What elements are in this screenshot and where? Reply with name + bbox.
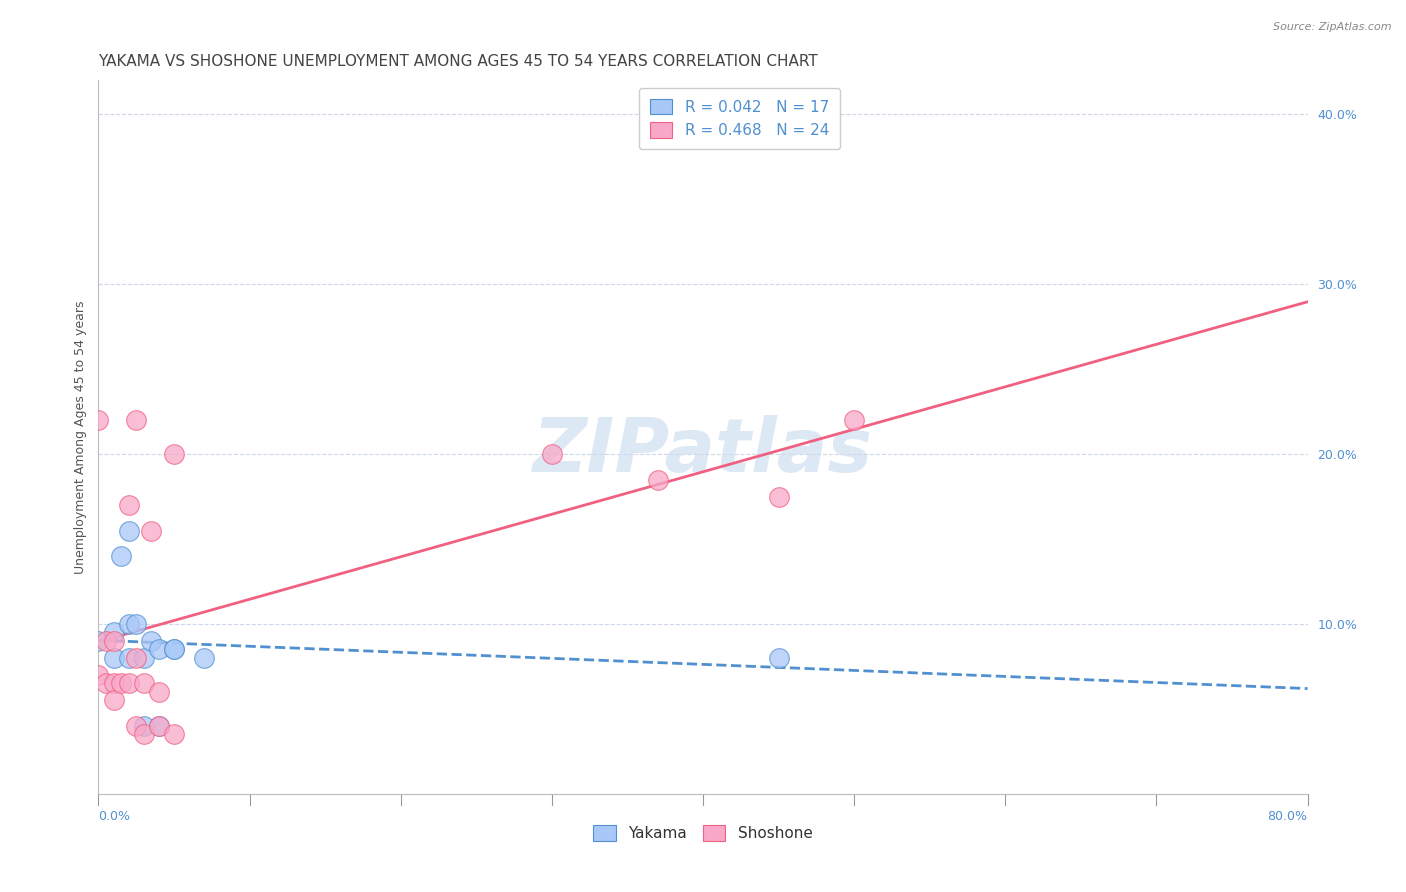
Point: [141, 524, 163, 538]
Point: [87, 668, 110, 682]
Point: [132, 727, 155, 741]
Point: [118, 524, 141, 538]
Point: [125, 719, 148, 733]
Point: [118, 617, 141, 632]
Point: [163, 727, 186, 741]
Y-axis label: Unemployment Among Ages 45 to 54 years: Unemployment Among Ages 45 to 54 years: [75, 301, 87, 574]
Text: 80.0%: 80.0%: [1268, 810, 1308, 822]
Point: [148, 685, 170, 699]
Point: [132, 719, 155, 733]
Point: [87, 634, 110, 648]
Point: [768, 651, 790, 665]
Point: [768, 490, 790, 504]
Point: [87, 413, 110, 427]
Legend: Yakama, Shoshone: Yakama, Shoshone: [585, 816, 821, 850]
Point: [94, 676, 117, 690]
Point: [163, 642, 186, 657]
Point: [132, 651, 155, 665]
Text: ZIPatlas: ZIPatlas: [533, 415, 873, 488]
Point: [94, 634, 117, 648]
Point: [118, 498, 141, 512]
Point: [141, 634, 163, 648]
Point: [540, 447, 562, 461]
Point: [132, 676, 155, 690]
Point: [647, 473, 669, 487]
Point: [110, 549, 132, 563]
Point: [844, 413, 866, 427]
Point: [125, 617, 148, 632]
Point: [103, 693, 125, 707]
Point: [110, 676, 132, 690]
Point: [163, 642, 186, 657]
Point: [118, 676, 141, 690]
Point: [125, 413, 148, 427]
Point: [103, 634, 125, 648]
Point: [148, 719, 170, 733]
Point: [103, 651, 125, 665]
Point: [118, 651, 141, 665]
Text: YAKAMA VS SHOSHONE UNEMPLOYMENT AMONG AGES 45 TO 54 YEARS CORRELATION CHART: YAKAMA VS SHOSHONE UNEMPLOYMENT AMONG AG…: [98, 54, 818, 70]
Point: [125, 651, 148, 665]
Point: [148, 642, 170, 657]
Text: Source: ZipAtlas.com: Source: ZipAtlas.com: [1274, 22, 1392, 32]
Point: [163, 447, 186, 461]
Text: 0.0%: 0.0%: [98, 810, 131, 822]
Point: [103, 676, 125, 690]
Point: [103, 625, 125, 640]
Point: [148, 719, 170, 733]
Point: [193, 651, 215, 665]
